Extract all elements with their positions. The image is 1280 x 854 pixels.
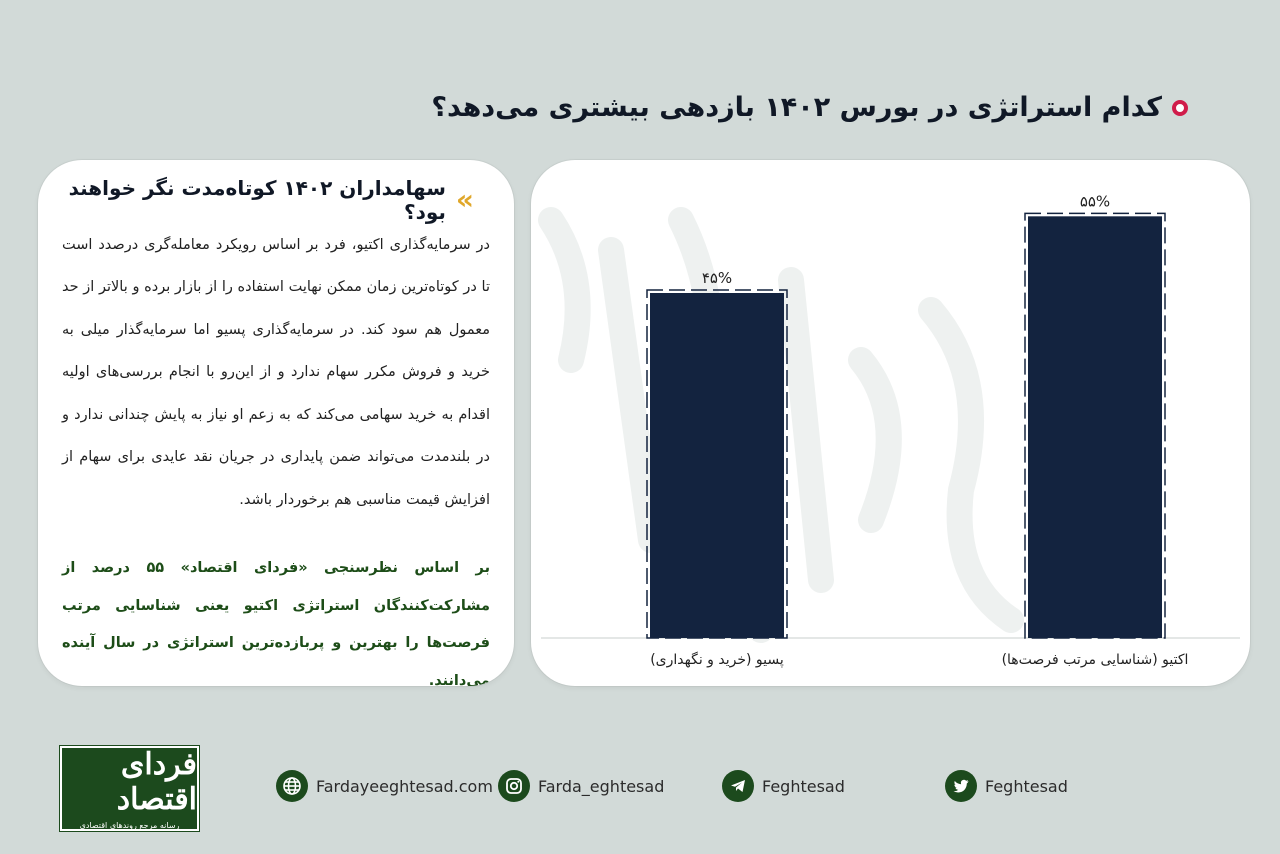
footer-link-label: Fardayeeghtesad.com <box>316 776 493 796</box>
logo-wordmark: فردای اقتصاد <box>116 747 197 817</box>
twitter-icon <box>945 770 977 802</box>
category-label: اکتیو (شناسایی مرتب فرصت‌ها) <box>1002 652 1189 668</box>
text-card: « سهامداران ۱۴۰۲ کوتاه‌مدت نگر خواهند بو… <box>38 160 514 686</box>
brand-logo: فردای اقتصاد رسانه مرجع روندهای اقتصادی <box>59 745 200 832</box>
instagram-icon <box>498 770 530 802</box>
page-title-row: کدام استراتژی در بورس ۱۴۰۲ بازدهی بیشتری… <box>431 92 1188 123</box>
logo-tagline: رسانه مرجع روندهای اقتصادی <box>79 821 180 830</box>
chart-card: ۵۵% اکتیو (شناسایی مرتب فرصت‌ها) ۴۵% پسیو (… <box>531 160 1250 686</box>
bar-group: ۵۵% اکتیو (شناسایی مرتب فرصت‌ها) <box>1002 192 1189 668</box>
bar <box>1028 216 1162 639</box>
double-chevron-icon: « <box>455 183 474 216</box>
bar <box>650 293 784 638</box>
bar-group: ۴۵% پسیو (خرید و نگهداری) <box>646 269 788 668</box>
text-card-title: سهامداران ۱۴۰۲ کوتاه‌مدت نگر خواهند بود؟ <box>68 176 446 224</box>
footer-link-label: Farda_eghtesad <box>538 776 665 796</box>
text-card-header: « سهامداران ۱۴۰۲ کوتاه‌مدت نگر خواهند بو… <box>38 176 474 224</box>
footer-link-twitter[interactable]: Feghtesad <box>945 770 1068 802</box>
bar-chart: ۵۵% اکتیو (شناسایی مرتب فرصت‌ها) ۴۵% پسیو (… <box>541 192 1240 668</box>
footer-link-telegram[interactable]: Feghtesad <box>722 770 845 802</box>
page-title: کدام استراتژی در بورس ۱۴۰۲ بازدهی بیشتری… <box>431 92 1162 123</box>
category-label: پسیو (خرید و نگهداری) <box>650 651 784 668</box>
globe-icon <box>276 770 308 802</box>
highlight-paragraph: بر اساس نظرسنجی «فردای اقتصاد» ۵۵ درصد ا… <box>62 560 491 686</box>
data-label: ۵۵% <box>1080 192 1110 210</box>
telegram-icon <box>722 770 754 802</box>
footer-link-website[interactable]: Fardayeeghtesad.com <box>276 770 493 802</box>
bullet-dot-icon <box>1172 99 1188 116</box>
body-paragraph: در سرمایه‌گذاری اکتیو، فرد بر اساس رویکر… <box>62 237 490 508</box>
footer-link-label: Feghtesad <box>985 776 1068 796</box>
data-label: ۴۵% <box>702 269 732 287</box>
bar-outline <box>1024 212 1166 639</box>
footer-link-instagram[interactable]: Farda_eghtesad <box>498 770 664 802</box>
footer-link-label: Feghtesad <box>762 776 845 796</box>
